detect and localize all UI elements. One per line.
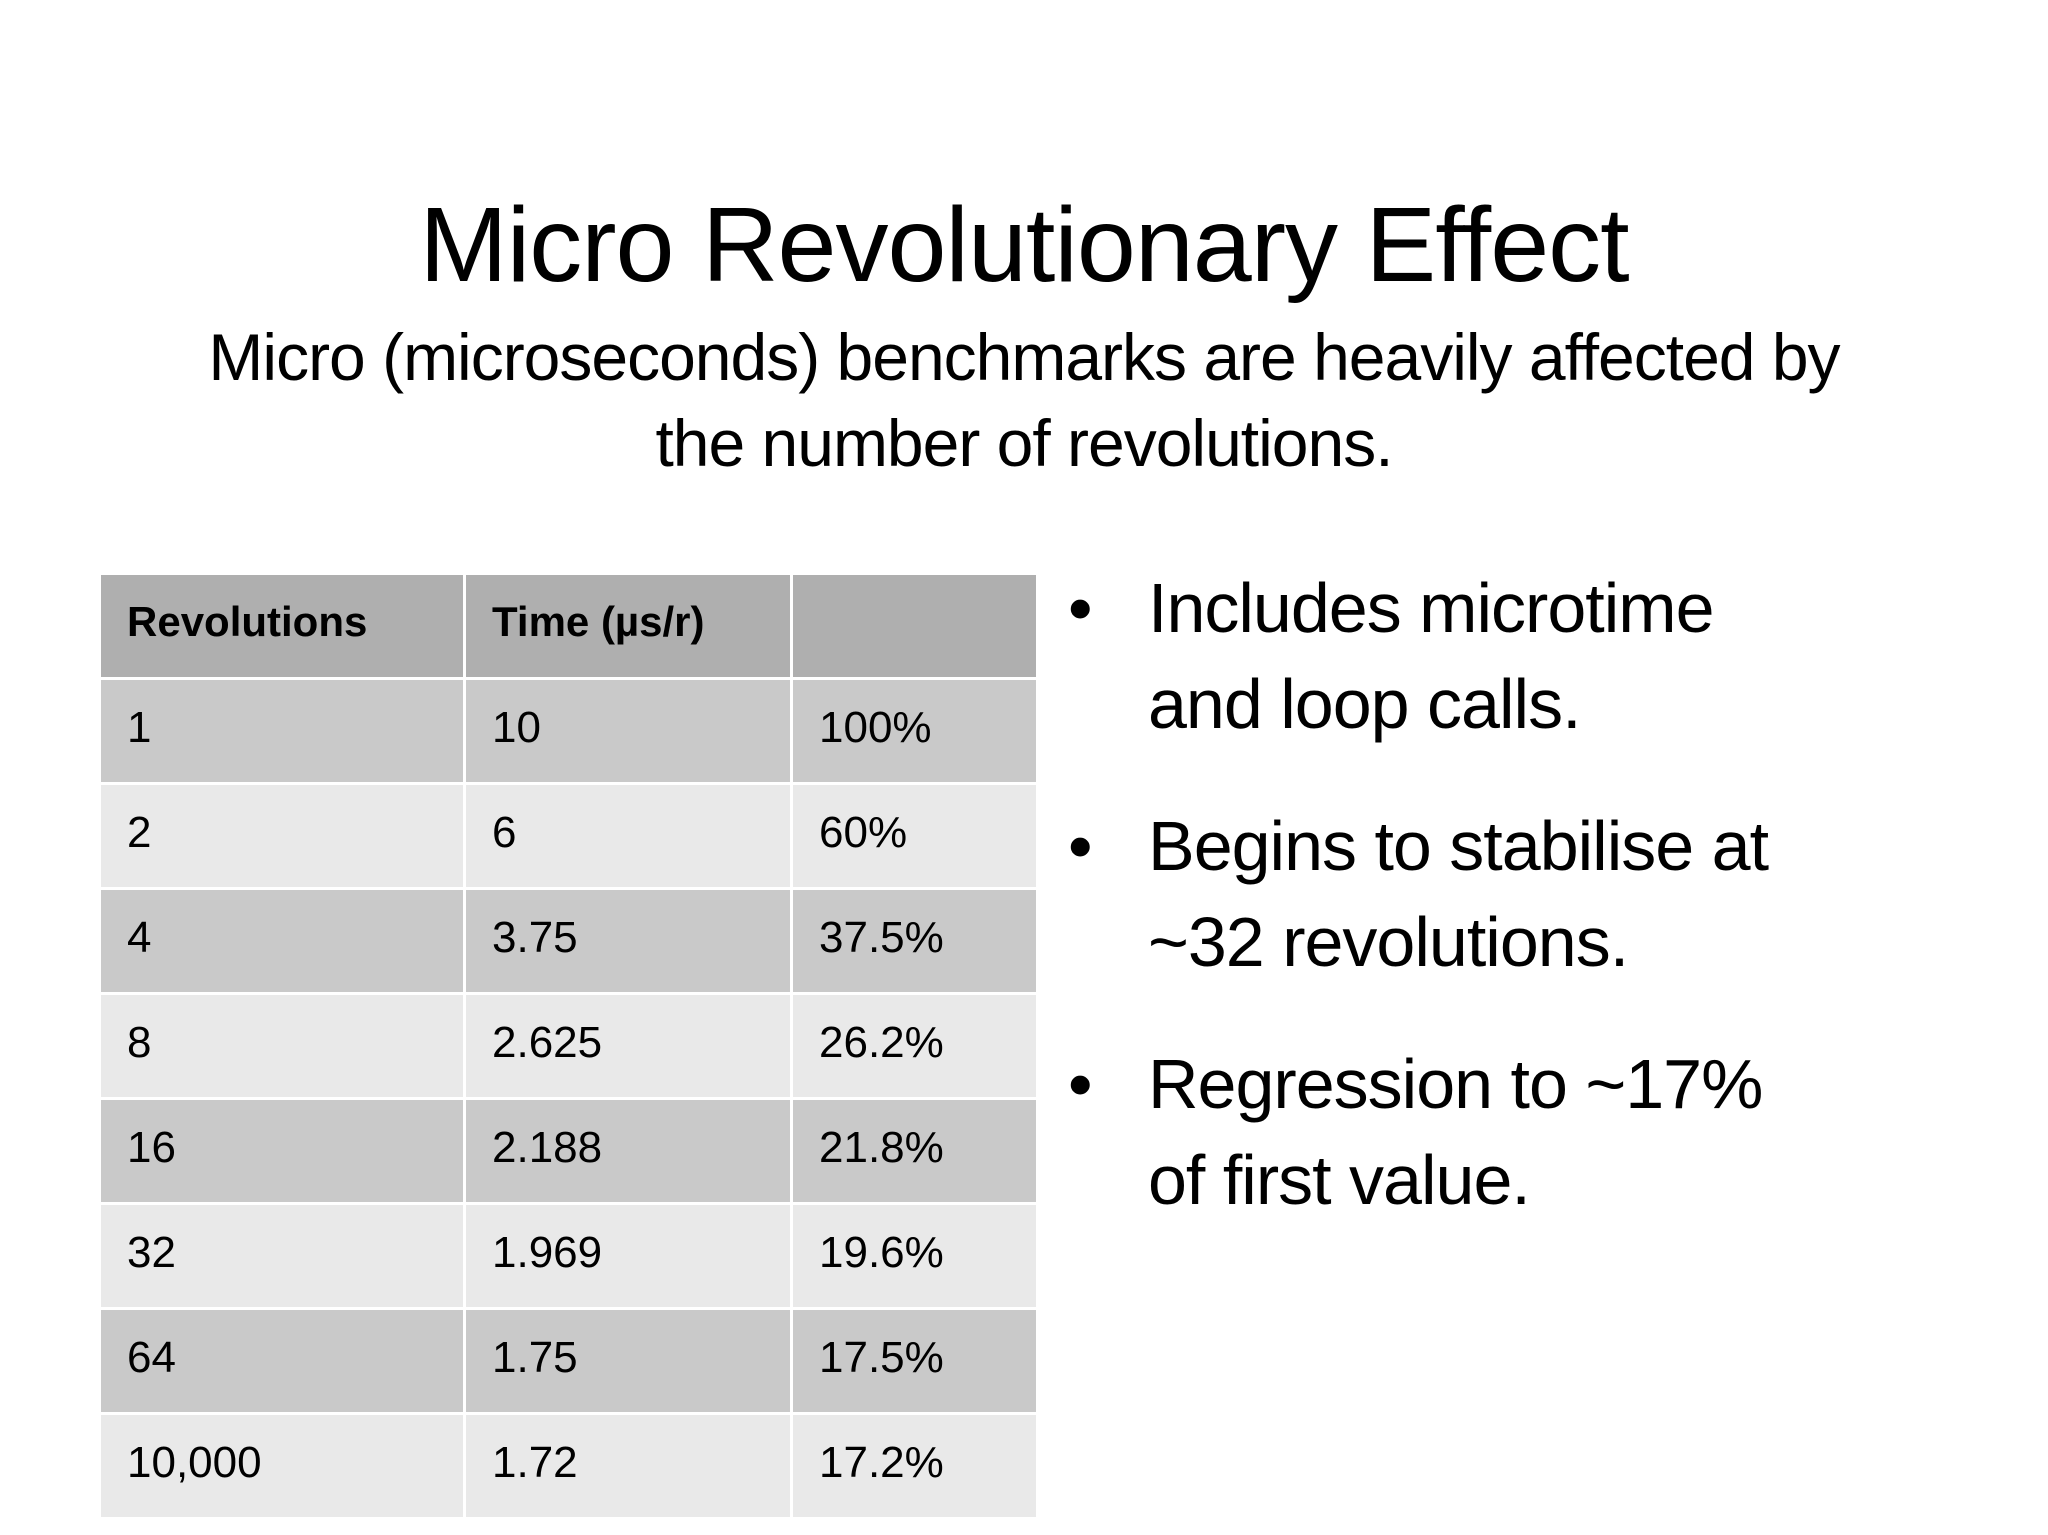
cell-percent: 21.8% [790, 1097, 1039, 1205]
cell-percent: 17.5% [790, 1307, 1039, 1415]
bullet-text: Begins to stabilise at ~32 revolutions. [1148, 798, 1970, 990]
bullet-line: ~32 revolutions. [1148, 903, 1629, 981]
bullet-item: • Regression to ~17% of first value. [1060, 1036, 1970, 1228]
cell-percent: 19.6% [790, 1202, 1039, 1310]
table-row: 32 1.969 19.6% [98, 1202, 1039, 1310]
cell-time: 2.188 [463, 1097, 793, 1205]
cell-percent: 60% [790, 782, 1039, 890]
cell-percent: 26.2% [790, 992, 1039, 1100]
table-row: 8 2.625 26.2% [98, 992, 1039, 1100]
cell-revolutions: 8 [98, 992, 466, 1100]
table-row: 10,000 1.72 17.2% [98, 1412, 1039, 1520]
bullet-list: • Includes microtime and loop calls. • B… [1060, 560, 1970, 1274]
cell-percent: 37.5% [790, 887, 1039, 995]
cell-time: 1.969 [463, 1202, 793, 1310]
column-header-percent [790, 572, 1039, 680]
bullet-text: Includes microtime and loop calls. [1148, 560, 1970, 752]
bullet-icon: • [1068, 569, 1093, 647]
subtitle-line: the number of revolutions. [655, 406, 1393, 480]
cell-revolutions: 64 [98, 1307, 466, 1415]
table-header-row: Revolutions Time (µs/r) [98, 572, 1039, 680]
cell-time: 2.625 [463, 992, 793, 1100]
cell-time: 1.75 [463, 1307, 793, 1415]
cell-revolutions: 32 [98, 1202, 466, 1310]
cell-revolutions: 4 [98, 887, 466, 995]
table-row: 1 10 100% [98, 677, 1039, 785]
bullet-icon: • [1068, 1045, 1093, 1123]
bullet-icon: • [1068, 807, 1093, 885]
bullet-line: Regression to ~17% [1148, 1045, 1763, 1123]
page-title: Micro Revolutionary Effect [419, 186, 1629, 305]
cell-time: 10 [463, 677, 793, 785]
cell-percent: 100% [790, 677, 1039, 785]
bullet-text: Regression to ~17% of first value. [1148, 1036, 1970, 1228]
benchmark-table: Revolutions Time (µs/r) 1 10 100% 2 6 60… [98, 572, 1039, 1520]
cell-percent: 17.2% [790, 1412, 1039, 1520]
cell-revolutions: 10,000 [98, 1412, 466, 1520]
bullet-line: Begins to stabilise at [1148, 807, 1769, 885]
column-header-revolutions: Revolutions [98, 572, 466, 680]
bullet-item: • Includes microtime and loop calls. [1060, 560, 1970, 752]
bullet-item: • Begins to stabilise at ~32 revolutions… [1060, 798, 1970, 990]
cell-time: 1.72 [463, 1412, 793, 1520]
bullet-line: and loop calls. [1148, 665, 1582, 743]
cell-time: 3.75 [463, 887, 793, 995]
cell-revolutions: 2 [98, 782, 466, 890]
benchmark-table-container: Revolutions Time (µs/r) 1 10 100% 2 6 60… [98, 572, 1039, 1520]
table-row: 16 2.188 21.8% [98, 1097, 1039, 1205]
table-row: 4 3.75 37.5% [98, 887, 1039, 995]
column-header-time: Time (µs/r) [463, 572, 793, 680]
table-row: 2 6 60% [98, 782, 1039, 890]
cell-time: 6 [463, 782, 793, 890]
cell-revolutions: 1 [98, 677, 466, 785]
subtitle-line: Micro (microseconds) benchmarks are heav… [208, 320, 1840, 394]
cell-revolutions: 16 [98, 1097, 466, 1205]
bullet-line: Includes microtime [1148, 569, 1715, 647]
bullet-line: of first value. [1148, 1141, 1531, 1219]
table-row: 64 1.75 17.5% [98, 1307, 1039, 1415]
slide-subtitle: Micro (microseconds) benchmarks are heav… [0, 314, 2048, 486]
